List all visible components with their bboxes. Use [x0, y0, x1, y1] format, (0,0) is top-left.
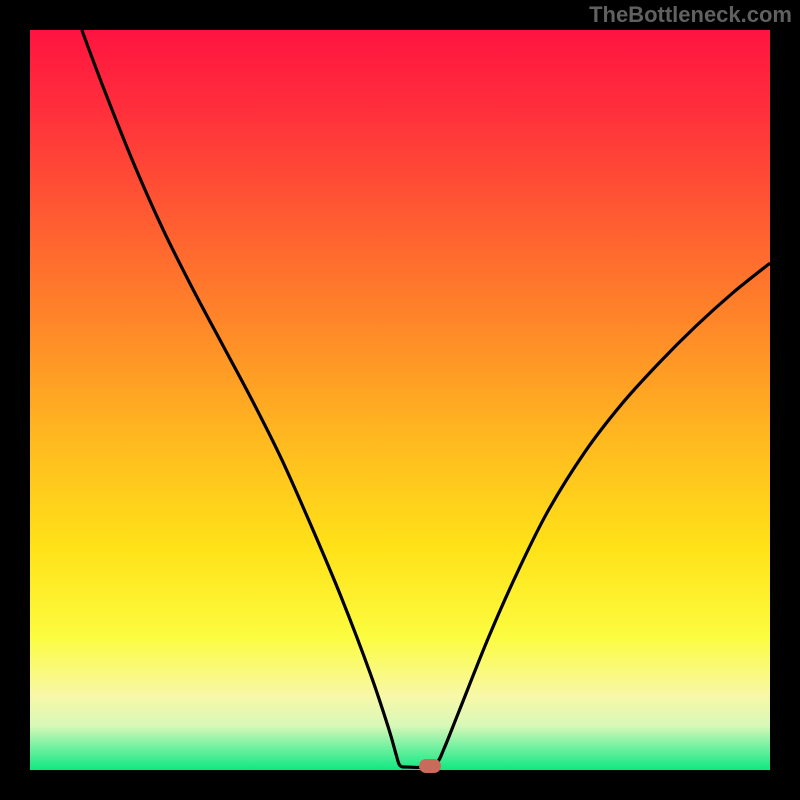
plot-area	[30, 30, 770, 770]
watermark-text: TheBottleneck.com	[589, 2, 792, 28]
bottleneck-curve	[30, 30, 770, 770]
minimum-marker	[419, 759, 441, 773]
